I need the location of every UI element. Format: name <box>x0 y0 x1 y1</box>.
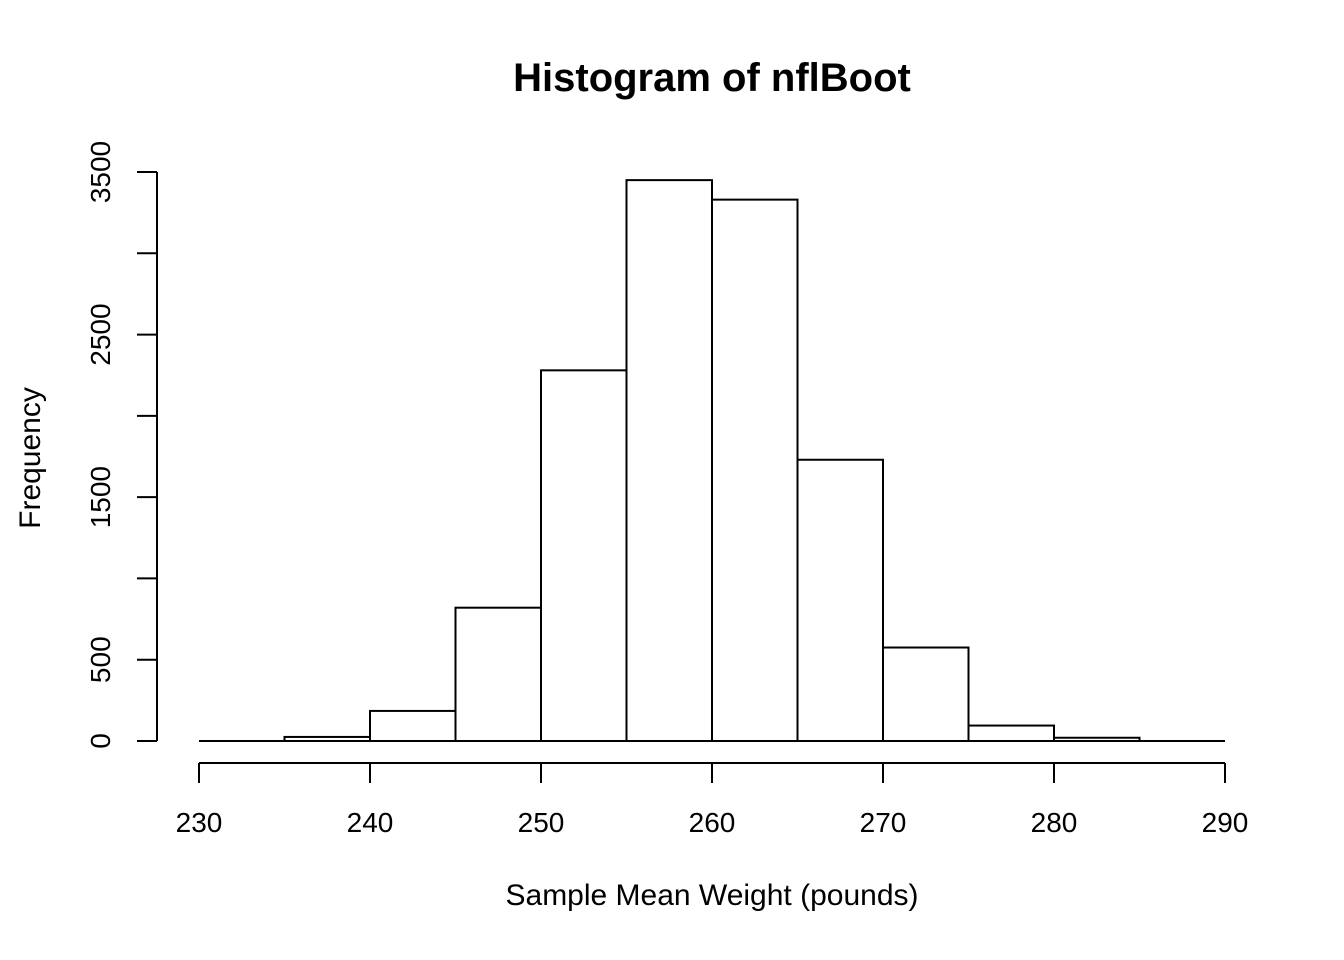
histogram-bar <box>540 369 628 742</box>
histogram-bar <box>283 735 371 743</box>
x-tick-label: 290 <box>1202 807 1249 838</box>
histogram-bar <box>369 709 457 742</box>
chart-title: Histogram of nflBoot <box>513 56 911 100</box>
y-tick-label: 0 <box>85 733 116 749</box>
histogram-bar <box>967 724 1055 743</box>
x-tick-label: 270 <box>860 807 907 838</box>
x-axis-label: Sample Mean Weight (pounds) <box>505 879 919 912</box>
y-tick-label: 3500 <box>85 141 116 203</box>
x-tick-label: 260 <box>689 807 736 838</box>
histogram-bar <box>796 458 884 742</box>
histogram-bar <box>882 646 970 742</box>
y-axis-label: Frequency <box>14 387 47 529</box>
y-tick-label: 500 <box>85 636 116 683</box>
y-tick-label: 2500 <box>85 303 116 365</box>
y-tick-label: 1500 <box>85 466 116 528</box>
histogram-bar <box>711 198 799 742</box>
histogram-bar <box>1053 736 1141 743</box>
x-tick-label: 230 <box>176 807 223 838</box>
histogram-bar <box>454 606 542 742</box>
histogram-bar <box>625 179 713 742</box>
x-tick-label: 240 <box>347 807 394 838</box>
x-tick-label: 280 <box>1031 807 1078 838</box>
x-tick-label: 250 <box>518 807 565 838</box>
